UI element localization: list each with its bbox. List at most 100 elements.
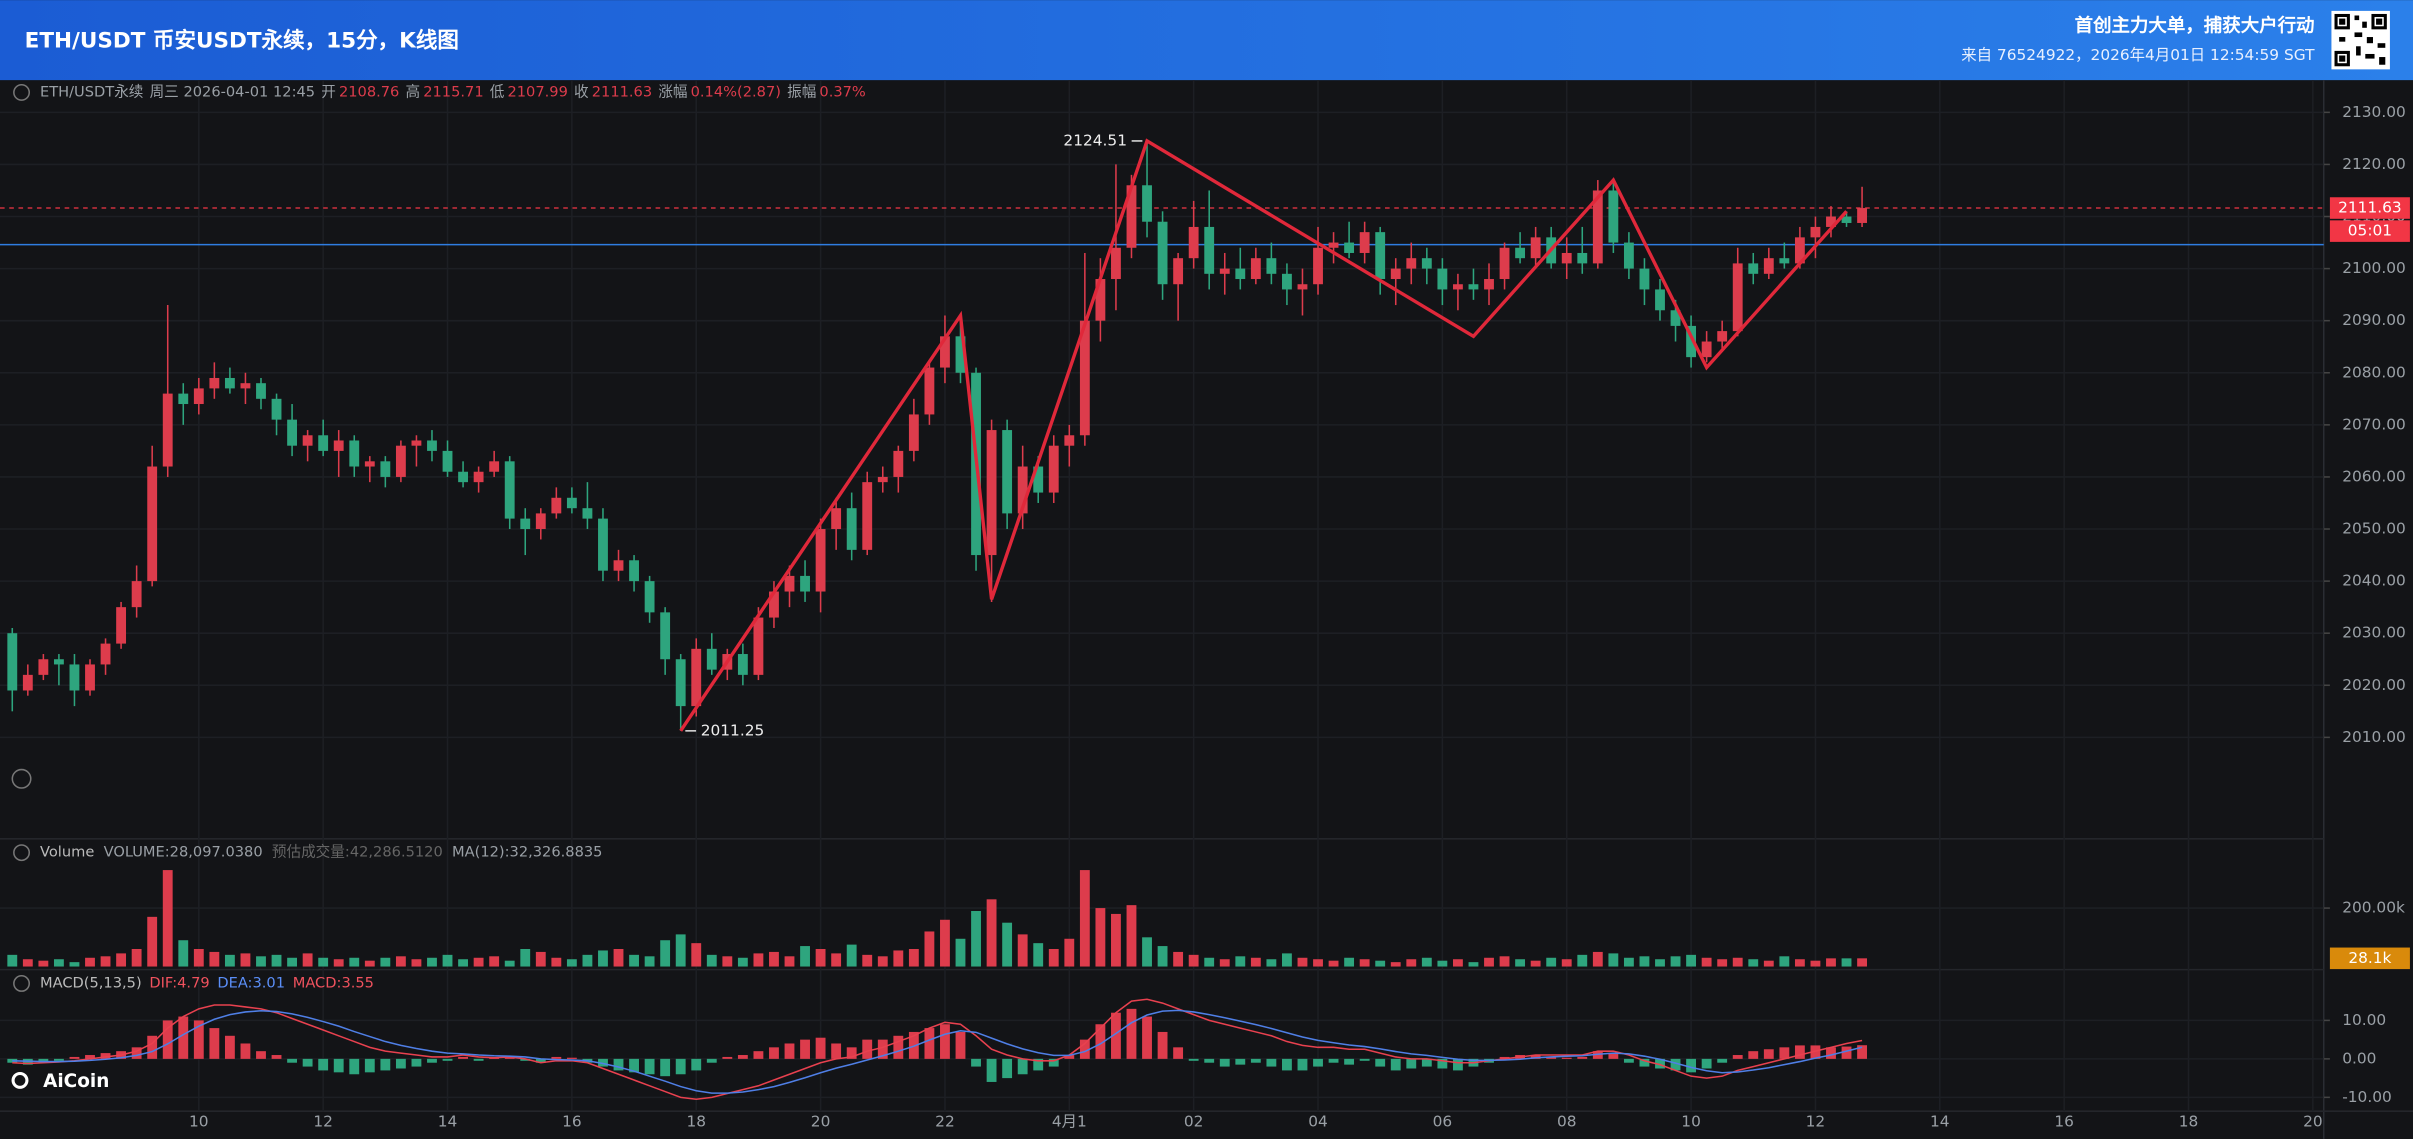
macd-bar — [318, 1058, 329, 1071]
candle-body — [877, 476, 888, 483]
last-price-box — [2329, 197, 2410, 219]
volume-bar — [986, 899, 997, 967]
volume-bar — [1188, 954, 1199, 967]
x-tick-label: 06 — [1433, 1112, 1453, 1130]
volume-bar — [100, 956, 111, 967]
volume-bar — [706, 954, 717, 967]
volume-last-box — [2329, 947, 2410, 970]
macd-bar — [1655, 1058, 1665, 1069]
header-bar — [0, 0, 2413, 81]
candle-body — [520, 518, 531, 530]
volume-bar — [1266, 959, 1277, 967]
volume-bar — [1157, 946, 1168, 967]
volume-bar — [1530, 960, 1541, 967]
volume-bar — [737, 957, 748, 967]
y-tick-label: 2080.00 — [2342, 363, 2406, 381]
x-tick-label: 04 — [1308, 1112, 1328, 1130]
macd-bar — [364, 1058, 375, 1073]
volume-bar — [224, 954, 235, 967]
volume-bar — [411, 959, 422, 967]
candle-body — [831, 508, 842, 530]
volume-bar — [784, 956, 795, 967]
candle-body — [1670, 310, 1681, 326]
candle-body — [1592, 190, 1603, 264]
info-item: 2108.76 — [339, 83, 399, 100]
candle-body — [38, 659, 49, 675]
macd-bar — [1157, 1031, 1168, 1059]
candle-body — [1701, 341, 1712, 358]
x-tick-label: 10 — [189, 1112, 209, 1130]
candle-body — [22, 674, 33, 691]
candle-body — [551, 497, 562, 514]
volume-bar — [22, 959, 33, 967]
volume-bar — [520, 948, 531, 967]
volume-bar — [178, 940, 189, 967]
macd-bar — [722, 1056, 733, 1059]
candle-body — [1126, 185, 1137, 248]
candle-body — [1421, 258, 1432, 269]
volume-bar — [582, 954, 593, 967]
volume-bar — [1841, 958, 1852, 967]
x-tick-label: 20 — [2303, 1112, 2323, 1130]
macd-bar — [1639, 1058, 1650, 1067]
y-tick-label: 2090.00 — [2342, 311, 2406, 329]
info-item: 收 — [574, 83, 589, 100]
y-tick-label: 2040.00 — [2342, 572, 2406, 590]
macd-bar — [675, 1058, 686, 1075]
macd-bar — [1033, 1058, 1044, 1071]
volume-bar — [1064, 938, 1075, 967]
volume-bar — [862, 954, 873, 967]
candle-body — [85, 664, 95, 691]
macd-bar — [644, 1058, 655, 1075]
macd-bar — [566, 1057, 577, 1059]
macd-bar — [458, 1056, 468, 1059]
macd-bar — [69, 1056, 80, 1059]
info-item: ETH/USDT永续 — [40, 83, 143, 100]
x-tick-label: 08 — [1557, 1112, 1577, 1130]
volume-bar — [1421, 957, 1432, 967]
candle-body — [489, 461, 500, 472]
macd-bar — [1142, 1016, 1152, 1059]
candle-body — [955, 336, 966, 373]
x-tick-label: 16 — [2054, 1112, 2074, 1130]
volume-bar — [1033, 943, 1044, 967]
candle-body — [800, 575, 810, 592]
macd-bar — [1095, 1024, 1106, 1059]
volume-bar — [1390, 962, 1401, 967]
macd-bar — [333, 1058, 344, 1073]
candle-body — [1375, 232, 1386, 280]
volume-bar — [116, 953, 127, 967]
macd-bar — [178, 1016, 189, 1059]
volume-bar — [1173, 951, 1184, 967]
macd-bar — [504, 1056, 515, 1059]
y-tick-label: 2100.00 — [2342, 259, 2406, 277]
macd-bar — [1235, 1058, 1246, 1065]
volume-last-label: 28.1k — [2348, 949, 2391, 967]
macd-bar — [411, 1058, 422, 1067]
info-item: 开 — [321, 83, 336, 100]
candle-body — [660, 612, 671, 660]
macd-bar — [1002, 1058, 1013, 1079]
volume-bar — [1375, 960, 1386, 967]
volume-bar — [1515, 959, 1526, 967]
volume-bar — [769, 951, 779, 967]
macd-bar — [1328, 1058, 1339, 1063]
candle-body — [1810, 226, 1821, 238]
volume-bar — [1655, 959, 1665, 967]
volume-bar — [85, 957, 95, 967]
candle-body — [349, 440, 360, 467]
candle-body — [737, 654, 748, 675]
volume-bar — [971, 911, 981, 967]
candle-body — [908, 414, 919, 451]
macd-bar — [706, 1058, 717, 1063]
macd-bar — [924, 1028, 935, 1059]
last-price-label: 2111.63 — [2338, 199, 2402, 217]
macd-bar — [193, 1020, 204, 1059]
countdown-box — [2329, 220, 2410, 242]
volume-bar — [1592, 951, 1603, 967]
macd-bar — [1173, 1047, 1184, 1059]
macd-bar — [1219, 1058, 1230, 1067]
candle-body — [706, 648, 717, 670]
info-item: 3.01 — [252, 974, 285, 991]
